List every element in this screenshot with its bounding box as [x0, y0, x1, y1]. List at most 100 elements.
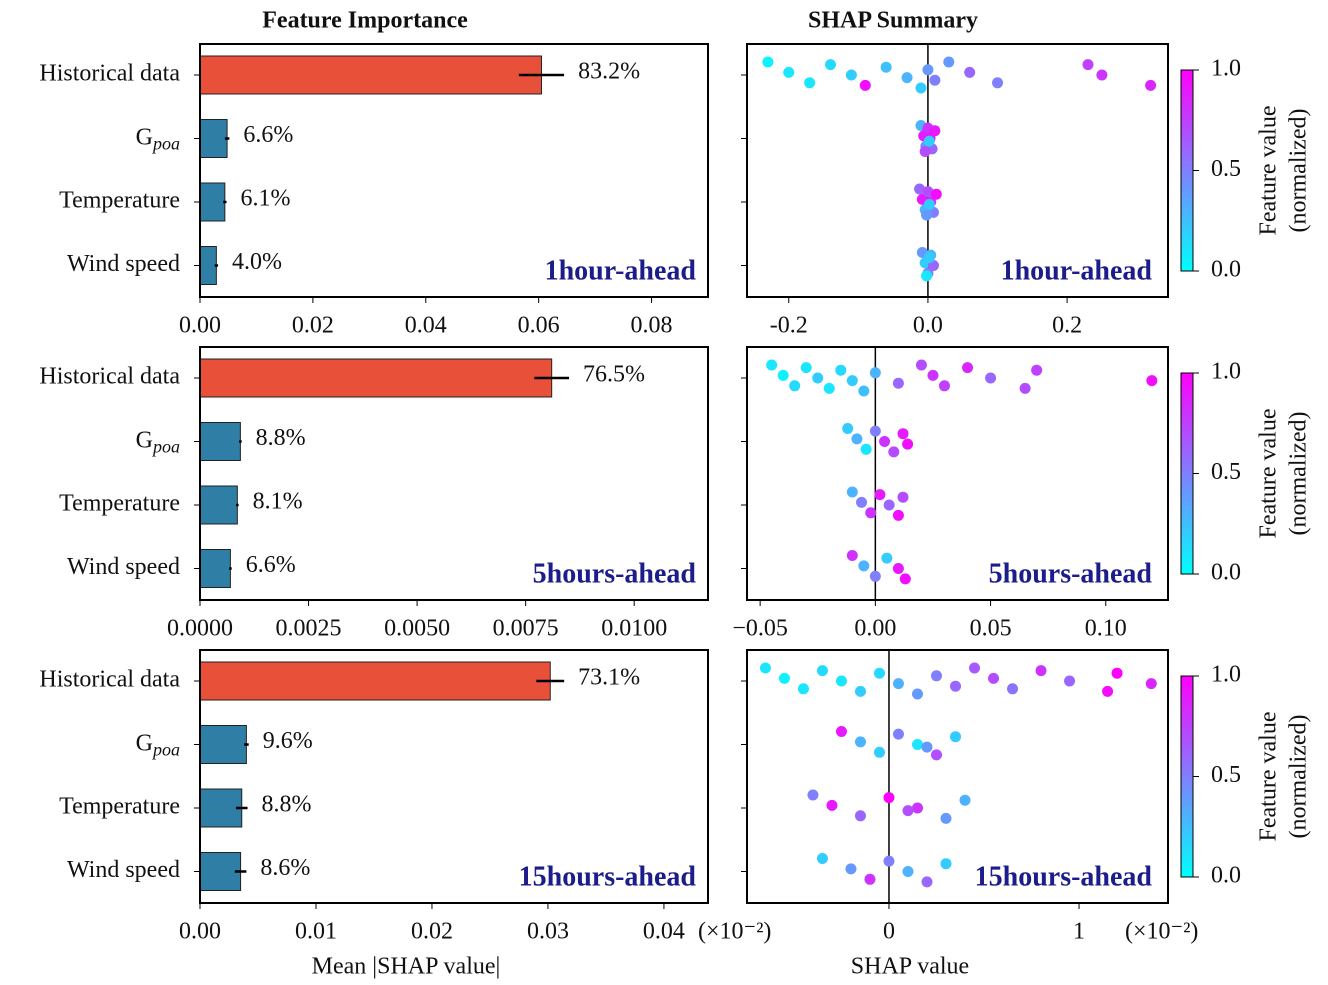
shap-point — [816, 665, 828, 677]
shap-point — [911, 802, 923, 814]
bar — [199, 549, 231, 588]
shap-point — [902, 866, 914, 877]
annotation: 1hour-ahead — [1001, 255, 1153, 286]
shap-point — [919, 146, 931, 157]
label-subscript: poa — [151, 740, 180, 760]
bar — [199, 246, 217, 285]
colorbar — [1180, 675, 1194, 878]
shap-point — [854, 810, 866, 822]
annotation: 5hours-ahead — [989, 558, 1153, 589]
shap-point — [865, 507, 877, 519]
x-tick-label: 0.10 — [1085, 616, 1127, 642]
shap-point — [826, 799, 838, 811]
shap-point — [930, 749, 942, 761]
x-axis-label: SHAP value — [851, 954, 969, 980]
shap-point — [869, 425, 881, 437]
shap-point — [825, 59, 837, 71]
share-label: 76.5% — [583, 362, 645, 388]
y-tick-label: Gpoa — [136, 730, 180, 760]
shap-point — [874, 489, 886, 501]
x-tick-label: 0.0075 — [493, 616, 559, 642]
shap-point — [897, 428, 909, 440]
colorbar-tick-label: 0.5 — [1211, 156, 1241, 182]
y-tick-label: Temperature — [59, 491, 180, 517]
x-tick-label: 0.00 — [179, 313, 221, 339]
shap-point — [921, 270, 933, 282]
shap-point — [1082, 59, 1094, 71]
shap-point — [759, 662, 771, 674]
colorbar — [1180, 69, 1194, 272]
shap-point — [762, 56, 774, 68]
x-tick-label: 0.2 — [1052, 313, 1082, 339]
shap-point — [1064, 675, 1076, 687]
shap-point — [922, 64, 934, 76]
shap-point — [842, 423, 854, 434]
share-label: 6.6% — [243, 122, 293, 148]
shap-point — [883, 792, 895, 804]
shap-point — [1035, 665, 1047, 677]
shap-point — [777, 369, 789, 381]
x-tick-label: 0.02 — [292, 313, 334, 339]
shap-point — [846, 550, 858, 561]
share-label: 9.6% — [263, 728, 313, 754]
shap-point — [845, 69, 857, 81]
colorbar-tick-label: 1.0 — [1211, 56, 1241, 82]
y-tick-label: Wind speed — [67, 251, 180, 277]
shap-point — [1145, 678, 1157, 690]
axes-frame — [746, 43, 1169, 298]
shap-point — [915, 82, 927, 94]
y-tick-label: Wind speed — [67, 554, 180, 580]
y-tick-label: Historical data — [39, 667, 180, 693]
shap-point — [911, 688, 923, 700]
shap-point — [812, 372, 824, 384]
shap-point — [930, 188, 942, 200]
y-tick-label: Gpoa — [136, 427, 180, 457]
label-text: G — [136, 427, 153, 453]
shap-point — [950, 731, 962, 743]
shap-point — [923, 252, 935, 264]
bar — [199, 661, 551, 701]
shap-point — [778, 672, 790, 684]
x-offset-label: (×10⁻²) — [1125, 919, 1198, 945]
shap-point — [962, 362, 974, 374]
shap-point — [858, 560, 870, 572]
shap-point — [1145, 79, 1157, 91]
shap-point — [816, 853, 828, 864]
label-text: G — [136, 730, 153, 756]
share-label: 83.2% — [578, 59, 640, 85]
shap-point — [892, 678, 904, 690]
annotation: 5hours-ahead — [533, 558, 697, 589]
shap-point — [789, 380, 801, 392]
annotation: 15hours-ahead — [519, 861, 697, 892]
x-tick-label: 0.06 — [518, 313, 560, 339]
shap-point — [869, 367, 881, 379]
shap-point — [902, 805, 914, 817]
bar — [199, 788, 243, 828]
axes-frame — [199, 43, 709, 298]
x-tick-label: 0.0050 — [384, 616, 450, 642]
x-tick-label: 0 — [883, 919, 895, 945]
x-tick-label: 0.00 — [854, 616, 896, 642]
shap-point — [783, 66, 795, 78]
colorbar-label: Feature value — [1256, 712, 1282, 842]
x-tick-label: 0.04 — [405, 313, 447, 339]
colorbar-tick-label: 1.0 — [1211, 662, 1241, 688]
shap-point — [950, 680, 962, 692]
panel-title: SHAP Summary — [808, 8, 978, 34]
share-label: 73.1% — [578, 665, 640, 691]
shap-point — [1007, 683, 1019, 695]
shap-point — [923, 135, 935, 147]
x-tick-label: 0.05 — [970, 616, 1012, 642]
shap-point — [959, 794, 971, 806]
annotation: 15hours-ahead — [975, 861, 1153, 892]
y-tick-label: Temperature — [59, 188, 180, 214]
colorbar-tick-label: 0.5 — [1211, 459, 1241, 485]
shap-point — [921, 741, 933, 753]
shap-point — [892, 563, 904, 574]
shap-point — [807, 789, 819, 801]
shap-point — [1031, 364, 1043, 376]
axes-frame — [199, 649, 709, 904]
y-tick-label: Historical data — [39, 364, 180, 390]
shap-point — [858, 385, 870, 397]
